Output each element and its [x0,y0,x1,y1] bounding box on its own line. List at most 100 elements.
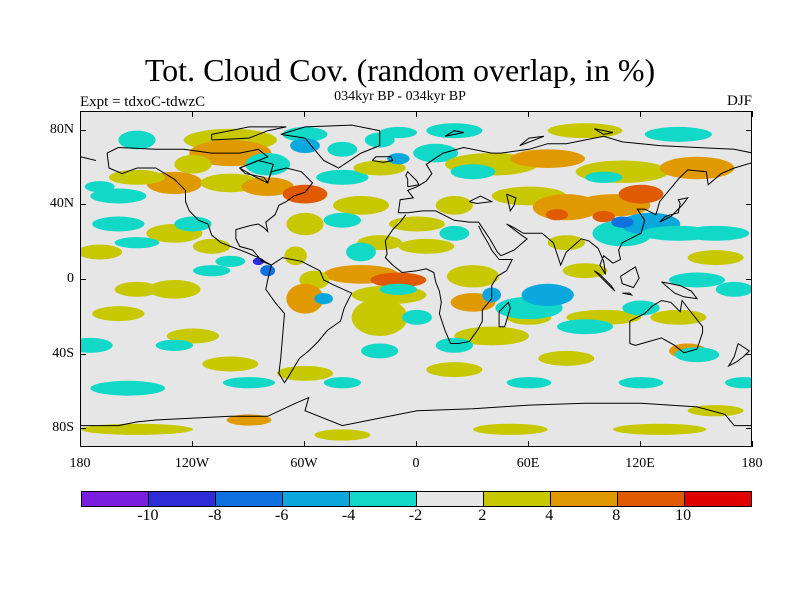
colorbar-box [417,492,484,506]
anomaly-patch [84,181,115,193]
lon-tick-mark [192,111,193,117]
coastline [622,292,634,296]
lon-tick-mark [752,111,753,117]
coastline [405,170,420,188]
anomaly-patch [114,281,160,297]
coastline [239,159,274,184]
colorbar-box [350,492,417,506]
colorbar [81,491,752,507]
coastlines [81,124,751,427]
anomaly-patch [327,141,358,157]
anomaly-patch [226,414,272,426]
anomaly-patch [81,337,113,353]
anomaly-patch [547,123,623,139]
anomaly-patch [446,265,500,288]
lat-tick-mark [80,354,86,355]
anomaly-patch [277,365,333,381]
lon-tick-mark [752,441,753,447]
anomaly-patch [215,255,246,267]
coastline [506,193,517,213]
anomaly-patch [260,265,276,277]
lat-tick-mark [746,204,752,205]
anomaly-patch [353,160,406,176]
lon-tick-label: 120W [174,456,210,471]
anomaly-patch [90,188,147,204]
anomaly-patch [545,209,569,221]
coastline [593,270,616,292]
colorbar-box [685,492,751,506]
colorbar-label: 2 [478,507,487,524]
lon-tick-mark [528,111,529,117]
anomaly-patch [370,272,427,288]
anomaly-patch [450,164,496,180]
lon-tick-label: 120E [625,456,655,471]
anomaly-patch [114,237,160,249]
anomaly-patch [333,196,389,215]
coastline [469,195,494,205]
colorbar-label: 4 [545,507,554,524]
colorbar-box [149,492,216,506]
anomaly-patch [557,319,613,335]
lon-tick-mark [640,111,641,117]
anomaly-patch [174,154,212,174]
anomaly-patch [346,242,376,262]
coastline [398,162,751,275]
anomaly-patch [387,153,410,165]
colorbar-box [618,492,685,506]
anomaly-patch [618,184,664,204]
lat-tick-mark [746,130,752,131]
anomaly-patch [725,377,751,389]
colorbar-label: 8 [612,507,621,524]
anomaly-patch [618,377,664,389]
coastline [384,225,514,344]
coastline [594,128,614,135]
anomaly-patch [286,212,324,236]
coastline [384,214,407,242]
anomaly-patch [222,377,276,389]
lat-tick-label: 80S [52,420,74,436]
lat-tick-mark [746,354,752,355]
anomaly-patch [92,306,145,322]
anomaly-patch [202,356,259,372]
cloud-cover-map [81,123,751,441]
anomaly-patch [454,326,529,346]
anomaly-patch [473,423,548,435]
anomaly-patch [323,377,361,389]
colorbar-box [484,492,551,506]
coastline [371,156,394,163]
lon-tick-label: 60W [290,456,318,471]
colorbar-label: -8 [208,507,222,524]
coastline [211,126,287,141]
colorbar-box [283,492,350,506]
coastline [265,257,353,384]
lon-tick-label: 60E [516,456,540,471]
lon-tick-label: 180 [69,456,91,471]
lat-tick-mark [746,428,752,429]
lat-tick-mark [80,204,86,205]
coastline [727,343,751,368]
coastline [659,197,689,223]
anomaly-patch [592,210,615,223]
anomaly-patch [715,281,751,297]
anomaly-fields [81,123,751,441]
anomaly-patch [585,171,623,183]
lon-tick-mark [304,111,305,117]
anomaly-patch [435,337,474,353]
colorbar-label: -2 [408,507,423,524]
lat-tick-label: 40N [49,196,74,212]
anomaly-patch [118,130,156,150]
anomaly-patch [166,328,220,344]
anomaly-patch [379,283,418,295]
coastline [81,156,97,161]
experiment-label: Expt = tdxoC-tdwzC [80,94,206,110]
anomaly-patch [148,280,201,299]
coastline [661,281,699,300]
anomaly-patch [361,343,399,359]
anomaly-patch [241,177,294,196]
colorbar-label: -4 [341,507,356,524]
anomaly-patch [314,429,371,441]
anomaly-patch [316,169,369,185]
lon-tick-label: 0 [412,456,420,471]
anomaly-patch [193,238,231,254]
lon-tick-mark [80,111,81,117]
